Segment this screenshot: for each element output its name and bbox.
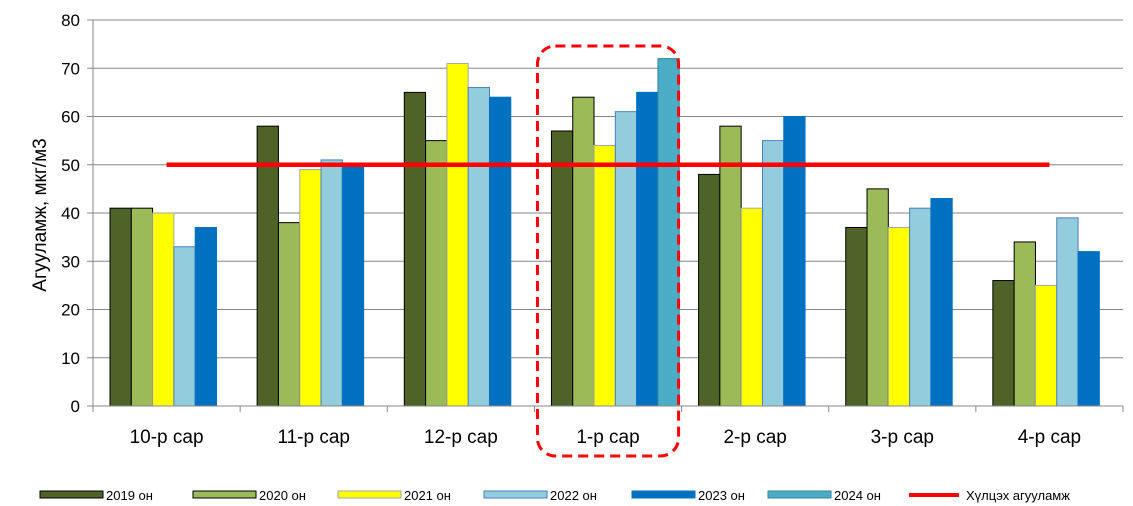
legend: 2019 он 2020 он 2021 он 2022 он 2023 он 2024 …: [39, 488, 1070, 503]
y-tick-label-30: 30: [61, 252, 80, 271]
legend-label-2: 2020 он: [259, 488, 306, 503]
legend-label-4: 2022 он: [550, 488, 597, 503]
legend-label-threshold: Хүлцэх агууламж: [966, 488, 1070, 503]
bar-4-cat-2: [320, 159, 343, 407]
bar-1-cat-1: [109, 207, 132, 407]
bars: [109, 58, 1100, 407]
legend-swatch-4: [483, 490, 548, 499]
legend-swatch-5: [631, 490, 696, 499]
legend-swatch-1: [39, 490, 104, 499]
bar-2-cat-3: [425, 140, 448, 407]
bar-2-cat-1: [130, 207, 154, 407]
legend-label-1: 2019 он: [106, 488, 153, 503]
bar-4-cat-6: [909, 207, 932, 407]
bar-4-cat-4: [614, 111, 638, 407]
bar-1-cat-3: [403, 91, 427, 407]
legend-swatch-2: [192, 490, 257, 499]
bar-5-cat-1: [194, 226, 217, 407]
category-label-7: 4-р сар: [1018, 427, 1081, 448]
bar-1-cat-4: [550, 130, 574, 407]
y-tick-label-0: 0: [71, 397, 80, 416]
bar-3-cat-1: [152, 212, 175, 407]
bar-3-cat-2: [299, 169, 322, 407]
y-axis-label: Агууламж, мкг/м3: [30, 138, 51, 291]
y-tick-labels: 0 10 20 30 40 50 60 70 80: [61, 11, 80, 416]
bar-5-cat-5: [783, 116, 806, 407]
bar-3-cat-3: [446, 62, 469, 407]
y-tick-label-50: 50: [61, 156, 80, 175]
bar-1-cat-7: [992, 280, 1015, 407]
bar-2-cat-6: [866, 188, 889, 407]
legend-swatch-3: [337, 490, 402, 499]
bar-4-cat-7: [1056, 217, 1079, 407]
category-label-6: 3-р сар: [871, 427, 934, 448]
category-label-5: 2-р сар: [723, 427, 786, 448]
bar-5-cat-6: [930, 198, 953, 407]
category-label-1: 10-р сар: [130, 427, 204, 448]
category-label-2: 11-р сар: [277, 427, 350, 448]
bar-1-cat-2: [256, 125, 279, 407]
bar-1-cat-5: [698, 173, 721, 407]
highlight-group: [535, 44, 681, 458]
category-labels: 10-р сар 11-р сар 12-р сар 1-р сар 2-р сар 3-…: [130, 427, 1082, 448]
category-label-3: 12-р сар: [424, 427, 498, 448]
bar-4-cat-3: [467, 87, 490, 407]
bar-4-cat-1: [173, 246, 196, 407]
legend-label-6: 2024 он: [834, 488, 881, 503]
highlight-box: [535, 44, 681, 458]
y-tick-label-40: 40: [61, 204, 80, 223]
y-tick-label-10: 10: [61, 349, 80, 368]
bar-5-cat-7: [1077, 251, 1100, 407]
bar-3-cat-7: [1034, 284, 1058, 407]
y-tick-label-60: 60: [61, 108, 80, 127]
y-tick-label-80: 80: [61, 11, 80, 30]
y-tick-label-70: 70: [61, 59, 80, 78]
axes: [87, 19, 1124, 412]
legend-label-5: 2023 он: [698, 488, 745, 503]
bar-5-cat-4: [636, 91, 659, 407]
legend-label-3: 2021 он: [404, 488, 451, 503]
bar-2-cat-2: [277, 222, 301, 407]
category-label-4: 1-р сар: [576, 427, 639, 448]
y-tick-label-20: 20: [61, 301, 80, 320]
bar-3-cat-6: [887, 226, 911, 407]
bar-3-cat-4: [593, 144, 616, 407]
bar-3-cat-5: [740, 207, 763, 407]
bar-1-cat-6: [845, 226, 868, 407]
bar-5-cat-3: [488, 96, 512, 407]
bar-2-cat-5: [719, 125, 742, 407]
bar-5-cat-2: [341, 164, 365, 407]
bar-2-cat-4: [572, 96, 595, 407]
bar-2-cat-7: [1013, 241, 1036, 407]
bar-6-cat-4: [657, 58, 680, 407]
bar-4-cat-5: [761, 140, 785, 407]
legend-swatch-6: [767, 490, 832, 499]
